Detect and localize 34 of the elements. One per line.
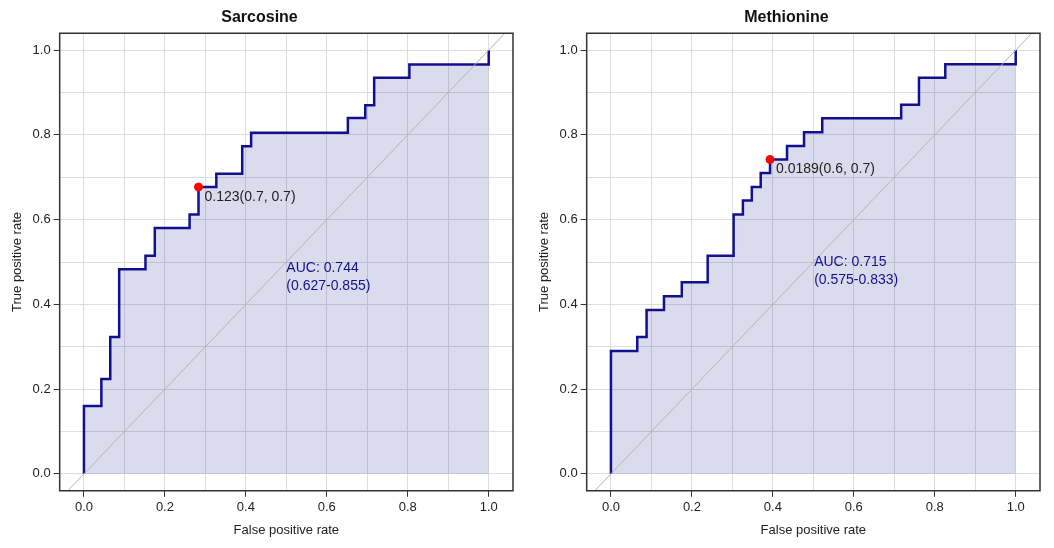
chart-title: Sarcosine <box>221 8 298 26</box>
x-axis-title: False positive rate <box>760 521 867 537</box>
x-tick-label: 0.4 <box>763 499 782 515</box>
y-tick-label: 0.8 <box>559 126 578 142</box>
y-tick-label: 1.0 <box>32 41 51 57</box>
annotation: AUC: 0.744 (0.627-0.855) <box>286 258 371 293</box>
x-axis-title: False positive rate <box>233 521 340 537</box>
y-tick-label: 0.2 <box>559 380 578 396</box>
y-tick-label: 0.8 <box>32 126 51 142</box>
chart-title: Methionine <box>744 8 829 26</box>
annotation: AUC: 0.715 (0.575-0.833) <box>814 253 899 288</box>
y-tick-label: 0.4 <box>559 295 578 311</box>
y-tick-label: 0.0 <box>559 465 578 481</box>
x-tick-label: 0.0 <box>74 499 93 515</box>
y-axis-title: True positive rate <box>9 212 25 312</box>
x-tick-label: 0.6 <box>844 499 863 515</box>
x-tick-label: 0.8 <box>925 499 944 515</box>
x-tick-label: 1.0 <box>1006 499 1025 515</box>
y-tick-label: 0.6 <box>32 211 51 227</box>
x-tick-label: 0.8 <box>398 499 417 515</box>
annotation: 0.123(0.7, 0.7) <box>204 187 296 204</box>
x-tick-label: 0.6 <box>317 499 336 515</box>
y-tick-label: 0.0 <box>32 465 51 481</box>
x-tick-label: 0.0 <box>601 499 620 515</box>
y-tick-label: 0.4 <box>32 295 51 311</box>
annotation: 0.0189(0.6, 0.7) <box>776 160 875 177</box>
y-tick-label: 0.2 <box>32 380 51 396</box>
x-tick-label: 0.2 <box>682 499 701 515</box>
x-tick-label: 1.0 <box>479 499 498 515</box>
x-tick-label: 0.4 <box>236 499 255 515</box>
y-axis-title: True positive rate <box>536 212 552 312</box>
x-tick-label: 0.2 <box>155 499 174 515</box>
y-tick-label: 1.0 <box>559 41 578 57</box>
y-tick-label: 0.6 <box>559 211 578 227</box>
